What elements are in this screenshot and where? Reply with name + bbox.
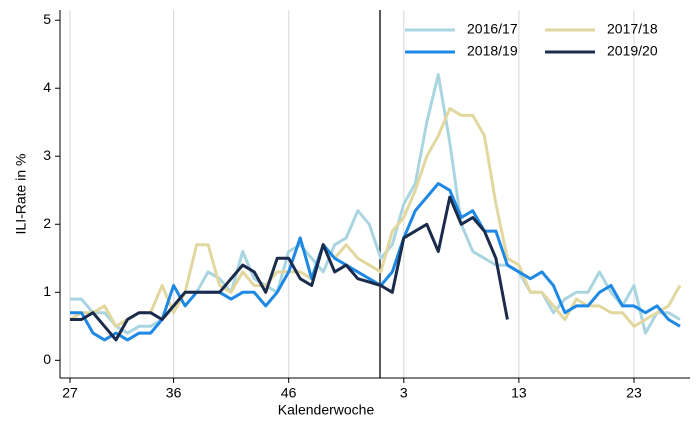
y-tick-label: 2 bbox=[43, 215, 51, 231]
y-tick-label: 5 bbox=[43, 11, 51, 27]
series-line bbox=[70, 195, 509, 342]
y-tick-label: 3 bbox=[43, 147, 51, 163]
x-tick-label: 13 bbox=[511, 385, 527, 401]
y-axis-title: ILI-Rate in % bbox=[13, 154, 29, 235]
y-tick-label: 0 bbox=[43, 351, 51, 367]
legend-label: 2016/17 bbox=[467, 21, 518, 37]
legend-label: 2017/18 bbox=[607, 21, 658, 37]
series-line bbox=[70, 182, 681, 342]
legend-label: 2019/20 bbox=[607, 43, 658, 59]
x-axis-title: Kalenderwoche bbox=[278, 402, 375, 418]
legend-label: 2018/19 bbox=[467, 43, 518, 59]
y-tick-label: 1 bbox=[43, 283, 51, 299]
x-tick-label: 36 bbox=[166, 385, 182, 401]
x-tick-label: 27 bbox=[62, 385, 78, 401]
x-tick-label: 23 bbox=[626, 385, 642, 401]
y-tick-label: 4 bbox=[43, 79, 51, 95]
x-tick-label: 3 bbox=[400, 385, 408, 401]
x-tick-label: 46 bbox=[281, 385, 297, 401]
